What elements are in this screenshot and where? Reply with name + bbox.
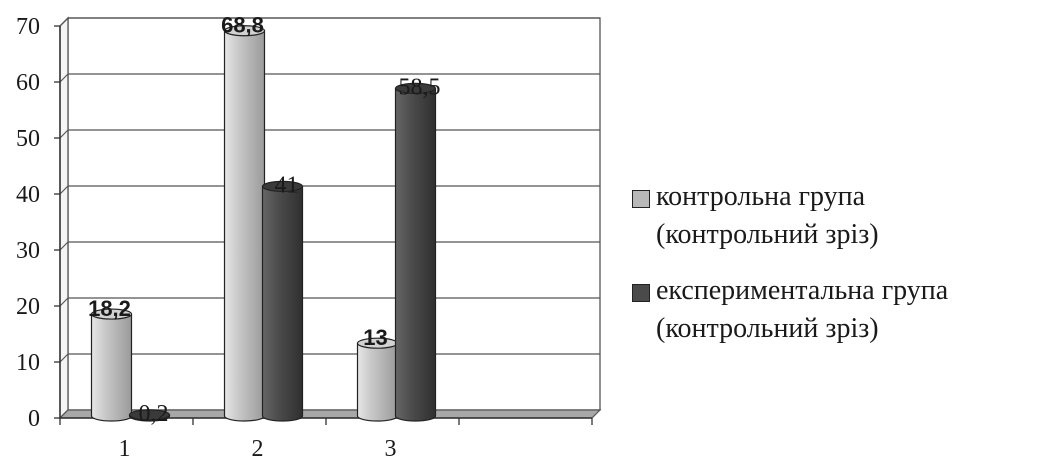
- bar-s1-c2: [223, 25, 266, 422]
- bar-s2-c2: [261, 180, 304, 422]
- y-tick-label: 40: [16, 182, 40, 208]
- y-axis-ticks: 0 10 20 30 40 50 60 70: [16, 14, 61, 432]
- legend-label-experimental: експериментальна група (контрольний зріз…: [656, 275, 949, 344]
- y-tick-label: 70: [16, 14, 40, 40]
- legend-label-control: контрольна група (контрольний зріз): [656, 181, 879, 250]
- y-tick-label: 10: [16, 350, 40, 376]
- x-tick-label: 2: [252, 436, 264, 460]
- x-tick-label: 3: [385, 436, 397, 460]
- bar-s2-c3: [394, 82, 437, 422]
- legend-item-experimental: експериментальна група (контрольний зріз…: [632, 272, 948, 348]
- y-tick-label: 0: [28, 406, 40, 432]
- gridline-side: [59, 17, 69, 27]
- data-label: 58,5: [399, 74, 441, 100]
- gridline-side: [59, 353, 69, 363]
- y-tick-label: 20: [16, 294, 40, 320]
- y-tick-label: 60: [16, 70, 40, 96]
- x-tick-label: 1: [119, 436, 131, 460]
- gridline-side: [59, 297, 69, 307]
- legend: контрольна група (контрольний зріз) експ…: [632, 178, 948, 366]
- data-labels: 18,2 68,8 13 0,2 41 58,5: [88, 13, 440, 427]
- bar-s1-c1: [90, 308, 133, 422]
- gridline-side: [59, 129, 69, 139]
- data-label: 18,2: [88, 296, 131, 321]
- gridline-side: [59, 185, 69, 195]
- data-label: 68,8: [221, 13, 264, 38]
- bars: [90, 25, 437, 422]
- gridline-side: [59, 241, 69, 251]
- data-label: 13: [363, 325, 387, 350]
- data-label: 41: [275, 172, 299, 198]
- gridlines: [59, 16, 601, 420]
- y-tick-label: 30: [16, 238, 40, 264]
- back-wall: [67, 17, 601, 411]
- legend-swatch-experimental: [632, 284, 650, 302]
- x-axis-ticks: 1 2 3: [59, 418, 593, 460]
- legend-swatch-control: [632, 190, 650, 208]
- plot-area: 18,2 68,8 13 0,2 41 58,5 0 10 20 30 40 50 60 70 1 2 3: [16, 13, 602, 460]
- y-tick-label: 50: [16, 126, 40, 152]
- bar-s2-c1: [128, 409, 171, 422]
- data-label: 0,2: [139, 401, 169, 427]
- legend-item-control: контрольна група (контрольний зріз): [632, 178, 948, 254]
- gridline-side: [59, 73, 69, 83]
- bar-s1-c3: [356, 337, 399, 422]
